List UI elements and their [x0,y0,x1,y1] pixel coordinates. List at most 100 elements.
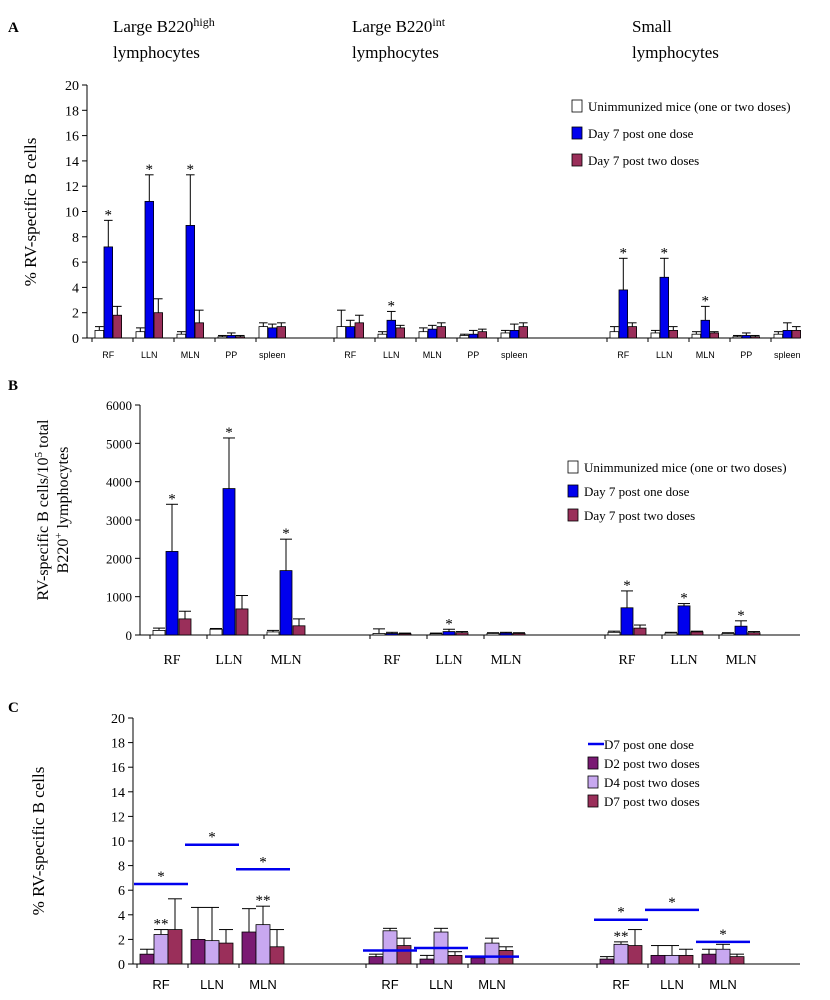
cc-bar [470,957,486,965]
ca-legend-label: Day 7 post two doses [588,153,699,168]
cb-y-tick-label: 6000 [106,398,132,413]
ca-bar [627,326,638,339]
cb-x-tick-label: LLN [215,653,242,668]
group-title-a-2-line2: lymphocytes [352,43,439,62]
cc-line-star: * [157,869,165,885]
y-axis-label-b-line1: RV-specific B cells/105 total [33,419,52,600]
cb-legend-swatch [567,508,579,522]
ca-bar [144,200,155,339]
ca-y-tick-label: 0 [72,332,79,347]
cc-bar [139,953,155,965]
cc-x-tick-label: RF [381,977,398,992]
cc-line-star: * [259,854,267,870]
ca-bar [418,331,429,339]
ca-x-tick-label: LLN [656,350,673,360]
ca-bar [217,336,228,339]
cb-bar [279,570,293,636]
ca-bar [618,289,629,339]
cc-legend-swatch [587,756,599,770]
cc-bar [204,940,220,965]
cc-bar [218,942,234,965]
cb-bar [165,551,179,636]
cc-y-tick-label: 18 [111,737,125,752]
cc-bar [729,956,745,965]
ca-bar [509,330,520,339]
ca-x-tick-label: PP [467,350,479,360]
cb-bar [721,633,735,636]
cb-bar [235,608,249,636]
ca-bar [791,330,802,339]
ca-x-tick-label: MLN [423,350,442,360]
cc-legend-label: D7 post two doses [604,794,700,809]
cc-line-star: * [668,895,676,911]
y-axis-label-c: % RV-specific B cells [29,767,48,916]
ca-bar [258,326,269,339]
cc-y-tick-label: 14 [111,786,125,801]
cc-x-tick-label: LLN [200,977,224,992]
y-axis-label-b-line2: B220+ lymphocytes [53,447,72,574]
ca-x-tick-label: LLN [141,350,158,360]
cb-bar [292,625,306,636]
cb-legend-label: Unimmunized mice (one or two doses) [584,460,787,475]
cb-x-tick-label: LLN [435,653,462,668]
cc-x-tick-label: LLN [429,977,453,992]
group-title-a-1: Large B220high [113,15,215,36]
ca-significance-star: * [388,298,396,314]
cc-bar [599,958,615,965]
cb-y-tick-label: 3000 [106,513,132,528]
ca-bar [153,312,164,339]
ca-bar [103,246,114,339]
ca-bar [336,326,347,339]
ca-bar [609,331,620,339]
ca-bar [436,326,447,339]
cc-bar [396,945,412,965]
cc-legend-label: D4 post two doses [604,775,700,790]
cb-significance-star: * [623,578,631,594]
cc-bar [715,948,731,965]
cb-bar [429,633,443,636]
cc-bar [153,934,169,965]
ca-bar [659,276,670,339]
cb-x-tick-label: MLN [270,653,301,668]
ca-bar [377,333,388,339]
ca-legend-label: Unimmunized mice (one or two doses) [588,99,791,114]
cc-bar [255,924,271,965]
group-title-a-1-line2: lymphocytes [113,43,200,62]
cb-bar [178,618,192,636]
cc-y-tick-label: 16 [111,761,125,776]
group-title-a-2: Large B220int [352,15,446,36]
cb-significance-star: * [680,591,688,607]
cc-significance-star: ** [256,893,271,909]
cb-bar [372,633,386,636]
cc-x-tick-label: MLN [709,977,736,992]
ca-bar [668,330,679,339]
ca-significance-star: * [620,245,628,261]
ca-bar [650,332,661,339]
cb-bar [512,633,526,636]
ca-bar [176,333,187,339]
cb-y-tick-label: 1000 [106,590,132,605]
cb-bar [664,632,678,636]
cc-bar [419,958,435,965]
cb-significance-star: * [445,616,453,632]
cc-bar [664,954,680,965]
ca-y-tick-label: 18 [65,104,79,119]
cb-legend-swatch [567,484,579,498]
cc-y-tick-label: 0 [118,958,125,973]
ca-x-tick-label: MLN [181,350,200,360]
y-axis-label-a: % RV-specific B cells [21,138,40,287]
ca-bar [112,314,123,339]
ca-y-tick-label: 6 [72,256,79,271]
ca-bar [477,331,488,339]
ca-bar [185,225,196,339]
cc-legend-label: D2 post two doses [604,756,700,771]
ca-legend-label: Day 7 post one dose [588,126,694,141]
cb-y-tick-label: 2000 [106,551,132,566]
ca-bar [732,336,743,339]
ca-bar [459,335,470,339]
cb-x-tick-label: RF [383,653,400,668]
ca-x-tick-label: spleen [501,350,528,360]
cc-x-tick-label: LLN [660,977,684,992]
